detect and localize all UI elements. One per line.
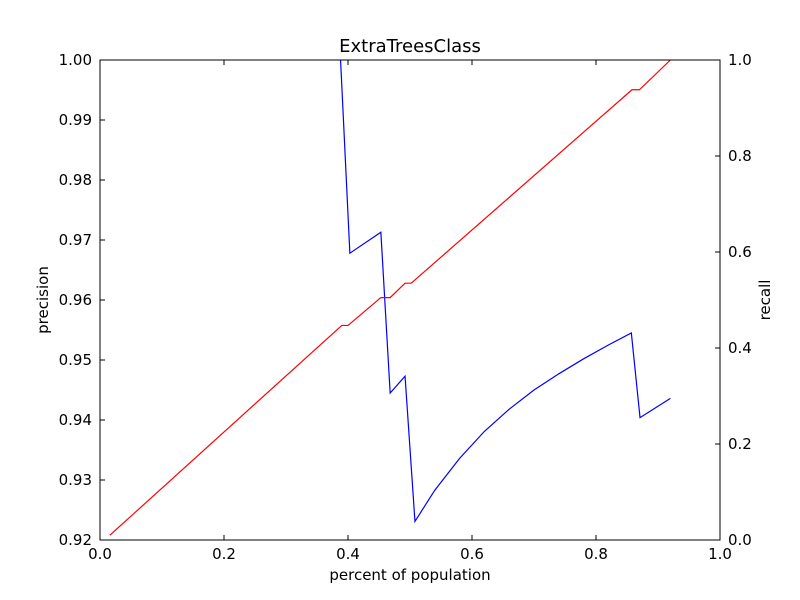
series-line-recall: [109, 59, 671, 536]
y-right-tick-label: 0.0: [728, 531, 752, 549]
y-right-tick-label: 0.6: [728, 243, 752, 261]
y-right-tick-label: 0.8: [728, 147, 752, 165]
ticks-layer: 0.0 0.2 0.4 0.6 0.8 1.0 0.92 0.93 0.94 0.95 0.96 0.…: [59, 51, 752, 563]
x-tick-label: 0.4: [336, 545, 360, 563]
x-tick-label: 0.2: [212, 545, 236, 563]
chart-title: ExtraTreesClass: [339, 36, 481, 57]
y-axis-right-label: recall: [756, 280, 774, 321]
y-left-tick-label: 0.99: [59, 111, 92, 129]
x-tick-label: 0.0: [88, 545, 112, 563]
x-axis-label: percent of population: [329, 566, 490, 584]
y-left-tick-label: 0.95: [59, 351, 92, 369]
x-tick-label: 0.6: [460, 545, 484, 563]
y-right-tick-label: 0.4: [728, 339, 752, 357]
series-layer: [109, 59, 671, 536]
y-left-tick-label: 0.97: [59, 231, 92, 249]
y-right-tick-label: 1.0: [728, 51, 752, 69]
y-left-tick-label: 0.93: [59, 471, 92, 489]
y-left-tick-label: 0.96: [59, 291, 92, 309]
x-tick-label: 0.8: [584, 545, 608, 563]
series-line-precision: [339, 59, 671, 524]
y-left-tick-label: 0.92: [59, 531, 92, 549]
plot-area: [100, 60, 720, 540]
y-axis-left-label: precision: [34, 266, 52, 334]
y-left-tick-label: 0.94: [59, 411, 92, 429]
x-tick-label: 1.0: [708, 545, 732, 563]
y-right-tick-label: 0.2: [728, 435, 752, 453]
y-left-tick-label: 0.98: [59, 171, 92, 189]
y-left-tick-label: 1.00: [59, 51, 92, 69]
